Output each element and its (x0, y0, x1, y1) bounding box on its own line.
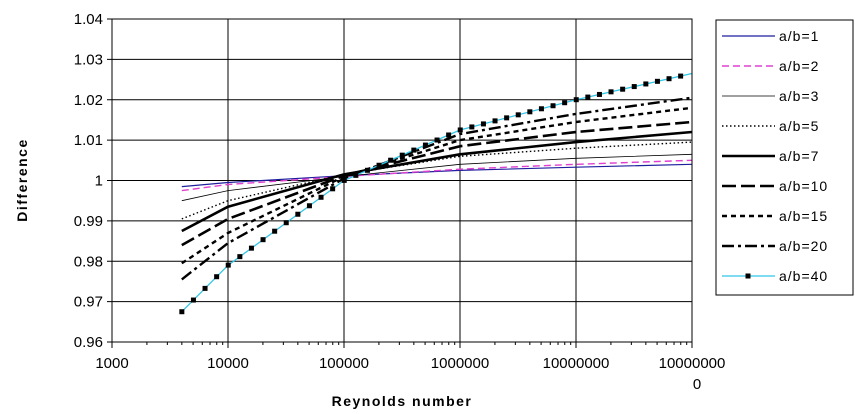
legend: a/b=1 a/b=2 a/b=3 a/b=5 a/b=7 a/b=10 a/b=15 a/b… (715, 19, 854, 296)
series-line (181, 159, 693, 192)
series-marker (364, 167, 370, 173)
legend-label: a/b=3 (779, 88, 819, 104)
series-marker (654, 78, 660, 84)
legend-label: a/b=2 (779, 58, 819, 74)
series-marker (330, 186, 336, 192)
series-line (181, 72, 693, 313)
series-marker (190, 297, 196, 303)
series-marker (446, 132, 452, 138)
series-marker (480, 121, 486, 127)
series-marker (422, 142, 428, 148)
series-line (181, 141, 693, 220)
series-marker (214, 274, 220, 280)
series-marker (353, 172, 359, 178)
grid (111, 18, 693, 343)
legend-label: a/b=7 (779, 148, 819, 164)
series-marker (295, 211, 301, 217)
series-marker (388, 157, 394, 163)
series-marker (596, 91, 602, 97)
series-marker (538, 106, 544, 112)
y-tick-label: 1.01 (74, 132, 103, 149)
y-tick-labels: 0.96 0.97 0.98 0.99 1 1.01 1.02 1.03 1.04 (74, 11, 103, 351)
x-tick-label: 10000000 (543, 355, 610, 372)
x-tick-label-continuation: 0 (693, 376, 701, 393)
series-marker (283, 220, 289, 226)
series-marker (272, 228, 278, 234)
legend-label: a/b=20 (779, 238, 828, 254)
x-tick-label: 100000 (319, 355, 369, 372)
x-tick-label: 1000 (95, 355, 128, 372)
x-tick-label: 10000 (207, 355, 249, 372)
x-tick-label: 1000000 (431, 355, 489, 372)
axis-ticks (107, 18, 693, 348)
legend-label: a/b=40 (779, 268, 828, 284)
series-marker (643, 81, 649, 87)
series-marker (469, 124, 475, 130)
series-marker (666, 76, 672, 82)
series-line (181, 163, 693, 188)
series-marker (492, 118, 498, 124)
series-marker (631, 84, 637, 90)
x-tick-labels: 1000 10000 100000 1000000 10000000 10000000 0 (95, 355, 725, 393)
series-marker (527, 109, 533, 115)
series-marker (457, 127, 463, 133)
x-tick-label: 10000000 (659, 355, 726, 372)
series-marker (515, 112, 521, 118)
legend-label: a/b=15 (779, 208, 828, 224)
series-line (181, 106, 693, 265)
legend-label: a/b=1 (779, 28, 819, 44)
series-line (181, 153, 693, 202)
series-marker (608, 89, 614, 95)
legend-marker (745, 273, 751, 279)
series-line (181, 130, 693, 233)
y-tick-label: 1 (95, 173, 103, 190)
y-axis-title: Difference (14, 138, 30, 221)
series-marker (620, 86, 626, 92)
series-marker (306, 203, 312, 209)
y-tick-label: 1.02 (74, 92, 103, 109)
series-marker (411, 147, 417, 153)
series-marker (202, 285, 208, 291)
series-marker (376, 162, 382, 168)
legend-label: a/b=5 (779, 118, 819, 134)
series-marker (399, 152, 405, 158)
series-marker (573, 97, 579, 103)
legend-label: a/b=10 (779, 178, 828, 194)
series-marker (341, 177, 347, 183)
y-tick-label: 1.03 (74, 51, 103, 68)
series-lines (179, 72, 693, 315)
series-marker (260, 237, 266, 243)
x-axis-title: Reynolds number (332, 393, 473, 409)
series-marker (678, 73, 684, 79)
y-tick-label: 0.96 (74, 334, 103, 351)
series-marker (179, 309, 185, 315)
y-tick-label: 0.98 (74, 253, 103, 270)
series-marker (562, 100, 568, 106)
y-tick-label: 0.97 (74, 294, 103, 311)
series-marker (318, 194, 324, 200)
y-tick-label: 1.04 (74, 11, 103, 28)
series-line (181, 120, 693, 247)
series-marker (225, 262, 231, 268)
series-marker (550, 103, 556, 109)
series-marker (237, 254, 243, 260)
series-line (181, 96, 693, 281)
series-marker (504, 115, 510, 121)
series-marker (434, 137, 440, 143)
series-marker (248, 245, 254, 251)
y-tick-label: 0.99 (74, 213, 103, 230)
series-marker (585, 94, 591, 100)
